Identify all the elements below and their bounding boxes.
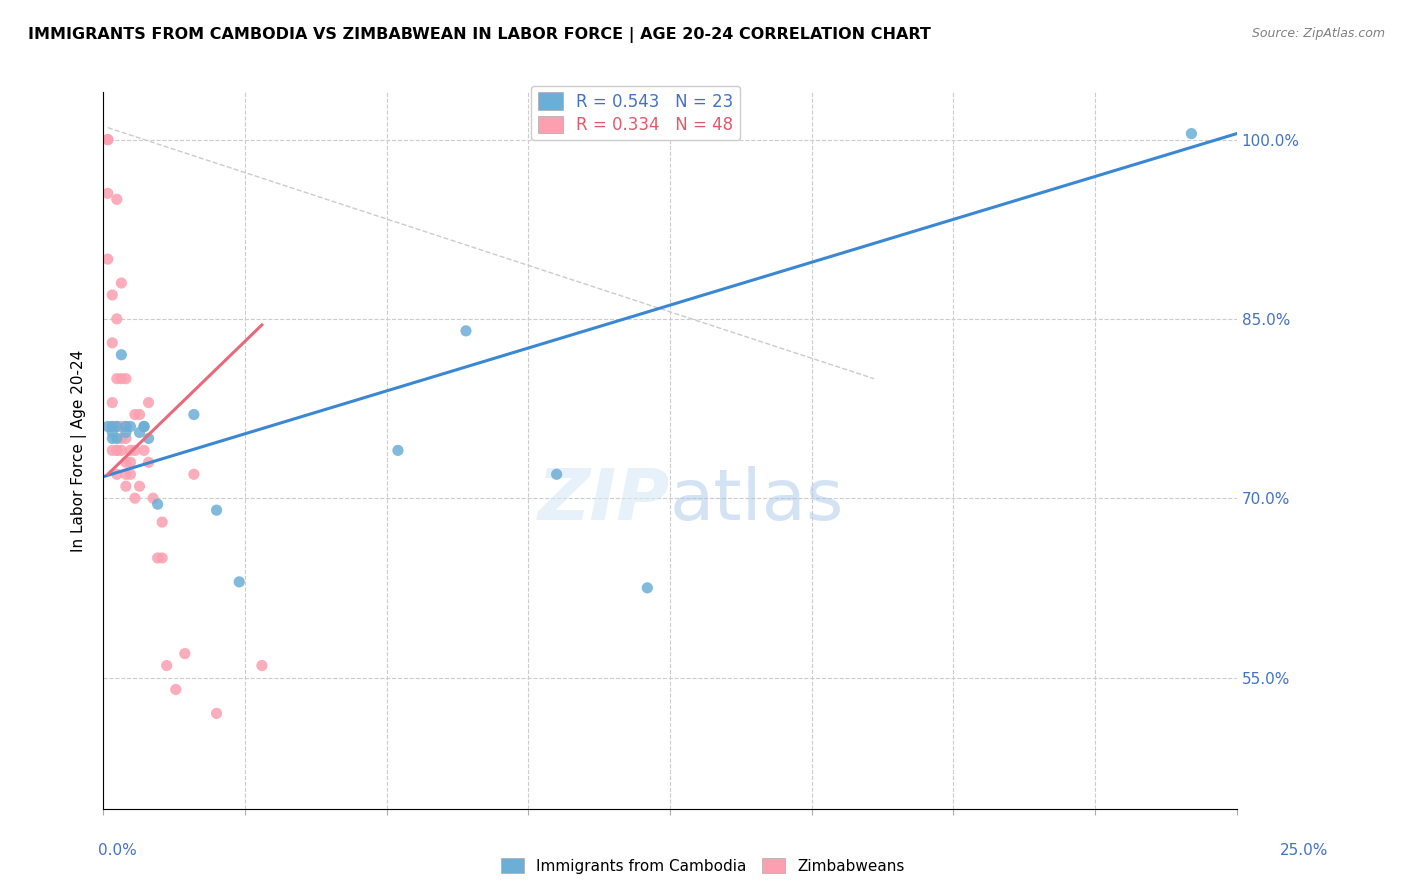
Point — [138, 395, 160, 409]
Point — [1180, 127, 1202, 141]
Point — [150, 515, 173, 529]
Y-axis label: In Labor Force | Age 20-24: In Labor Force | Age 20-24 — [72, 350, 87, 551]
Point — [132, 419, 155, 434]
Point — [97, 132, 120, 146]
Point — [101, 432, 124, 446]
Point — [105, 372, 128, 386]
Point — [128, 425, 150, 440]
Point — [115, 419, 138, 434]
Point — [110, 276, 132, 290]
Point — [636, 581, 658, 595]
Legend: R = 0.543   N = 23, R = 0.334   N = 48: R = 0.543 N = 23, R = 0.334 N = 48 — [531, 86, 740, 140]
Point — [142, 491, 165, 506]
Point — [165, 682, 187, 697]
Point — [105, 419, 128, 434]
Point — [146, 551, 169, 566]
Point — [120, 467, 142, 482]
Point — [205, 503, 228, 517]
Point — [101, 443, 124, 458]
Point — [101, 335, 124, 350]
Point — [120, 419, 142, 434]
Point — [250, 658, 273, 673]
Point — [387, 443, 409, 458]
Point — [97, 186, 120, 201]
Point — [115, 455, 138, 469]
Point — [105, 432, 128, 446]
Point — [115, 425, 138, 440]
Point — [546, 467, 568, 482]
Point — [173, 647, 195, 661]
Point — [454, 324, 477, 338]
Point — [97, 252, 120, 266]
Point — [115, 467, 138, 482]
Point — [132, 419, 155, 434]
Text: 25.0%: 25.0% — [1281, 843, 1329, 858]
Point — [110, 348, 132, 362]
Point — [115, 479, 138, 493]
Point — [120, 455, 142, 469]
Point — [110, 443, 132, 458]
Point — [97, 132, 120, 146]
Point — [115, 432, 138, 446]
Point — [101, 419, 124, 434]
Point — [105, 192, 128, 206]
Point — [105, 311, 128, 326]
Point — [183, 467, 205, 482]
Point — [128, 479, 150, 493]
Point — [228, 574, 250, 589]
Point — [138, 455, 160, 469]
Point — [101, 419, 124, 434]
Point — [124, 408, 146, 422]
Point — [120, 443, 142, 458]
Legend: Immigrants from Cambodia, Zimbabweans: Immigrants from Cambodia, Zimbabweans — [495, 852, 911, 880]
Point — [115, 372, 138, 386]
Point — [128, 408, 150, 422]
Text: 0.0%: 0.0% — [98, 843, 138, 858]
Point — [110, 372, 132, 386]
Point — [124, 491, 146, 506]
Point — [146, 497, 169, 511]
Point — [132, 443, 155, 458]
Point — [205, 706, 228, 721]
Point — [138, 432, 160, 446]
Point — [105, 443, 128, 458]
Point — [97, 419, 120, 434]
Point — [183, 408, 205, 422]
Point — [105, 419, 128, 434]
Text: IMMIGRANTS FROM CAMBODIA VS ZIMBABWEAN IN LABOR FORCE | AGE 20-24 CORRELATION CH: IMMIGRANTS FROM CAMBODIA VS ZIMBABWEAN I… — [28, 27, 931, 43]
Point — [101, 425, 124, 440]
Point — [110, 419, 132, 434]
Text: ZIP: ZIP — [537, 467, 671, 535]
Point — [124, 443, 146, 458]
Point — [105, 443, 128, 458]
Point — [101, 288, 124, 302]
Point — [156, 658, 179, 673]
Text: atlas: atlas — [671, 467, 845, 535]
Point — [150, 551, 173, 566]
Point — [105, 467, 128, 482]
Point — [115, 419, 138, 434]
Text: Source: ZipAtlas.com: Source: ZipAtlas.com — [1251, 27, 1385, 40]
Point — [101, 395, 124, 409]
Point — [110, 432, 132, 446]
